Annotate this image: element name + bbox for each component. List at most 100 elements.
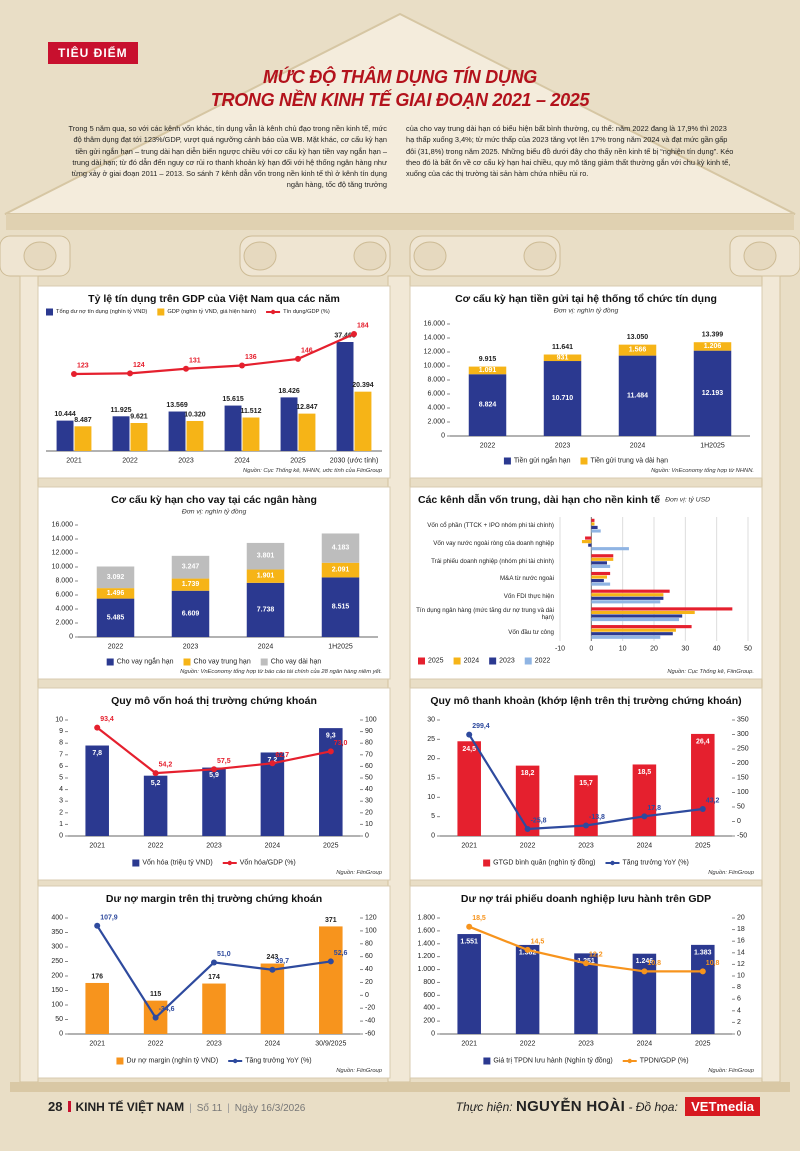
line-point <box>152 770 159 777</box>
segment-value-label: 1.901 <box>257 573 275 580</box>
legend-label: 2022 <box>535 658 551 665</box>
bar <box>591 547 629 551</box>
y-tick-label: 3 <box>59 798 63 805</box>
total-label: 9.915 <box>479 356 497 363</box>
segment-value-label: 12.193 <box>702 390 724 397</box>
bar-value-label: 1.383 <box>694 949 712 956</box>
y2-tick-label: 40 <box>365 786 373 793</box>
bar <box>224 405 242 451</box>
y-tick-label: 6 <box>59 763 63 770</box>
bar <box>591 625 692 629</box>
y-tick-label: 5 <box>59 775 63 782</box>
y-tick-label: 8.000 <box>427 377 445 384</box>
bar <box>591 617 680 622</box>
bar-value-label: 15.615 <box>222 396 244 403</box>
source-note: Nguồn: Cục Thống kê, FiinGroup. <box>667 668 754 675</box>
bar-value-label: 15,7 <box>579 780 593 787</box>
bar-segment <box>468 366 507 375</box>
x-tick-label: 2021 <box>461 1041 477 1048</box>
y-tick-label: 400 <box>51 915 63 922</box>
bar <box>585 536 592 540</box>
x-tick-label: 2023 <box>183 644 199 651</box>
line-value-label: 131 <box>189 357 201 364</box>
y2-tick-label: 0 <box>365 833 369 840</box>
publication: KINH TẾ VIỆT NAM <box>75 1100 185 1114</box>
x-tick-label: 2022 <box>122 458 138 465</box>
x-tick-label: 2022 <box>148 843 164 850</box>
y-tick-label: 1.600 <box>417 927 435 934</box>
line-value-label: 51,0 <box>217 951 231 958</box>
bar <box>112 416 130 451</box>
footer-credits: Thực hiện: NGUYỄN HOÀI - Đồ họa: VETmedi… <box>456 1097 760 1116</box>
bar-value-label: 5,2 <box>151 780 161 787</box>
segment-value-label: 1.206 <box>704 343 722 350</box>
chart-panel: Quy mô vốn hoá thị trường chứng khoán 0 1 2… <box>37 687 391 881</box>
y-tick-label: 4.000 <box>427 405 445 412</box>
legend-item: Cho vay trung hạn <box>183 658 251 666</box>
y-tick-label: 12.000 <box>52 550 74 557</box>
legend: Giá trị TPDN lưu hành (Nghìn tỷ đồng) TPD… <box>483 1056 689 1065</box>
bar <box>457 741 481 836</box>
entablature <box>6 214 794 230</box>
legend-label: Giá trị TPDN lưu hành (Nghìn tỷ đồng) <box>493 1056 612 1065</box>
line-point <box>71 371 77 377</box>
y2-tick-label: 14 <box>737 949 745 956</box>
x-tick-label: 30 <box>681 646 689 653</box>
source-note: Nguồn: VnEconomy tổng hợp từ NHNN. <box>651 467 754 474</box>
bar <box>591 593 664 597</box>
x-tick-label: 2024 <box>234 458 250 465</box>
legend-item: GDP (nghìn tỷ VND, giá hiện hành) <box>157 308 256 316</box>
y2-tick-label: 0 <box>737 1031 741 1038</box>
y-tick-label: 25 <box>427 736 435 743</box>
y-tick-label: 10.000 <box>424 363 446 370</box>
legend-label: Tiền gửi trung và dài hạn <box>590 456 668 465</box>
line-value-label: 14,5 <box>531 938 545 945</box>
line-point <box>211 959 217 966</box>
page-number: 28 <box>48 1099 63 1114</box>
segment-value-label: 5.485 <box>107 614 125 621</box>
y2-tick-label: 300 <box>737 731 749 738</box>
line-value-label: 184 <box>357 323 369 330</box>
y2-tick-label: 250 <box>737 746 749 753</box>
total-label: 11.641 <box>552 344 573 351</box>
source-note: Nguồn: FiinGroup <box>336 870 383 876</box>
y-tick-label: Vốn đầu tư công <box>508 628 554 636</box>
y-tick-label: 150 <box>51 987 63 994</box>
x-tick-label: 30/9/2025 <box>315 1041 346 1048</box>
bar <box>56 420 74 451</box>
y-tick-label: 600 <box>423 992 435 999</box>
y-tick-label: 50 <box>55 1016 63 1023</box>
line-point <box>327 958 334 965</box>
line-value-label: 43,2 <box>706 797 720 804</box>
bar-value-label: 11.512 <box>240 408 261 415</box>
bar-value-label: 20.394 <box>352 382 374 389</box>
category-label-box: Vốn vay nước ngoài ròng của doanh nghiệp <box>433 540 554 547</box>
y-tick-label: 0 <box>431 1031 435 1038</box>
bar-segment <box>693 350 732 436</box>
line-value-label: 299,4 <box>472 723 490 730</box>
y2-tick-label: 350 <box>737 717 749 724</box>
y2-tick-label: -40 <box>365 1018 375 1025</box>
legend-label: Cho vay ngắn hạn <box>117 657 174 666</box>
x-tick-label: 2024 <box>258 644 274 651</box>
line-value-label: 123 <box>77 363 89 370</box>
x-tick-label: 2022 <box>108 644 124 651</box>
bar-value-label: 18,2 <box>521 770 535 777</box>
x-tick-label: 2023 <box>578 843 594 850</box>
author: NGUYỄN HOÀI <box>515 1098 626 1115</box>
bar-value-label: 115 <box>150 991 161 998</box>
bar <box>591 529 601 533</box>
line-value-label: 124 <box>133 362 145 369</box>
x-tick-label: 2023 <box>206 843 222 850</box>
legend: Cho vay ngắn hạn Cho vay trung hạn Cho vay… <box>106 657 321 666</box>
y2-tick-label: 20 <box>365 809 373 816</box>
y2-tick-label: 100 <box>365 927 377 934</box>
legend-swatch <box>116 1057 124 1065</box>
line-point <box>641 968 648 975</box>
y-tick-label: 16.000 <box>424 321 446 328</box>
bar-segment <box>543 354 582 362</box>
y-tick-label: 100 <box>51 1002 63 1009</box>
x-tick-label: 2022 <box>148 1041 164 1048</box>
headline-line: MỨC ĐỘ THÂM DỤNG TÍN DỤNG <box>262 67 538 87</box>
